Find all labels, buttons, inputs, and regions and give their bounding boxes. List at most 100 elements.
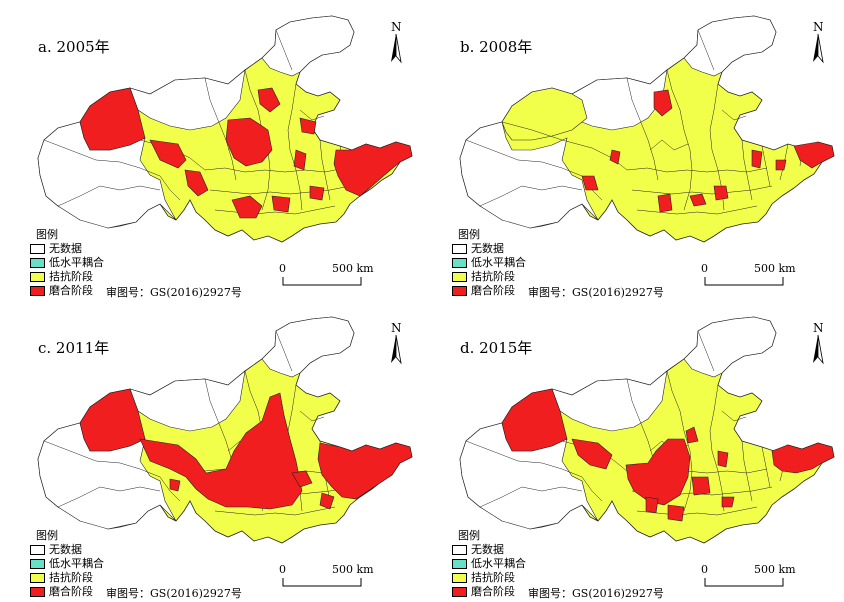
county-boundary: [626, 167, 768, 173]
legend-item: 低水平耦合: [30, 557, 104, 571]
region-map: [459, 316, 835, 544]
running-in-region: [293, 149, 307, 171]
county-boundary: [697, 330, 715, 372]
running-in-region: [609, 149, 621, 165]
county-boundary: [636, 506, 758, 516]
region-map: [37, 15, 413, 243]
running-in-region: [225, 117, 273, 167]
legend-item: 拮抗阶段: [452, 270, 526, 284]
legend-title: 图例: [36, 228, 58, 241]
running-in-region: [657, 193, 673, 213]
county-boundary: [43, 440, 161, 478]
county-boundary: [465, 440, 583, 478]
legend-label: 低水平耦合: [471, 557, 526, 570]
map-panel: c. 2011年 N 图例 无数据 低水平耦合 拮抗阶段 磨合阶段 审图号：GS(2016)2…: [0, 301, 422, 602]
legend-item: 磨合阶段: [30, 284, 104, 298]
county-boundary: [626, 77, 659, 181]
legend-item: 拮抗阶段: [30, 270, 104, 284]
county-boundary: [721, 410, 747, 422]
no-data-region: [459, 121, 599, 229]
county-boundary: [697, 29, 715, 71]
legend: 图例 无数据 低水平耦合 拮抗阶段 磨合阶段: [30, 529, 104, 599]
map-panel: a. 2005年 N 图例 无数据 低水平耦合 拮抗阶段 磨合阶段 审图号：GS(2016)2…: [0, 0, 422, 301]
map-panel: b. 2008年 N 图例 无数据 低水平耦合 拮抗阶段 磨合阶段 审图号：GS(2016)2…: [422, 0, 844, 301]
legend-label: 低水平耦合: [49, 256, 104, 269]
no-data-region: [261, 15, 355, 77]
running-in-region: [667, 504, 685, 522]
county-boundary: [741, 440, 753, 502]
county-boundary: [43, 139, 161, 177]
scale-distance-label: 500 km: [754, 262, 796, 275]
county-boundary: [649, 139, 689, 151]
scale-zero-label: 0: [701, 262, 708, 275]
legend-item: 低水平耦合: [452, 256, 526, 270]
legend-item: 拮抗阶段: [30, 571, 104, 585]
running-in-region: [625, 438, 691, 506]
county-boundary: [204, 167, 346, 173]
county-boundary: [159, 175, 181, 201]
scale-bar: 0 500 km: [701, 563, 834, 593]
panel-title: d. 2015年: [460, 339, 533, 357]
antagonism-region: [501, 87, 588, 141]
legend-swatch: [452, 286, 467, 296]
legend-label: 低水平耦合: [471, 256, 526, 269]
county-boundary: [761, 145, 771, 187]
county-boundary: [287, 83, 303, 211]
north-arrow-icon: N: [385, 321, 409, 367]
scale-distance-label: 500 km: [332, 563, 374, 576]
running-in-region: [319, 492, 335, 510]
county-boundary: [214, 205, 336, 215]
county-boundary: [275, 330, 293, 372]
map-approval-number: 审图号：GS(2016)2927号: [106, 286, 242, 299]
legend-item: 磨合阶段: [30, 585, 104, 599]
county-boundary: [214, 506, 336, 516]
north-arrow-icon: N: [807, 20, 831, 66]
north-arrow-icon: N: [807, 321, 831, 367]
running-in-region: [309, 185, 325, 201]
legend-label: 拮抗阶段: [471, 270, 515, 283]
running-in-region: [775, 159, 787, 171]
legend-swatch: [452, 587, 467, 597]
legend-swatch: [452, 573, 467, 583]
map-approval-number: 审图号：GS(2016)2927号: [106, 587, 242, 600]
legend-swatch: [30, 559, 45, 569]
running-in-region: [581, 175, 599, 191]
legend-item: 无数据: [452, 242, 526, 256]
legend-label: 无数据: [471, 242, 504, 255]
legend-swatch: [452, 272, 467, 282]
legend-swatch: [30, 244, 45, 254]
panel-title: b. 2008年: [460, 38, 533, 56]
legend-swatch: [30, 258, 45, 268]
running-in-region: [169, 478, 181, 492]
scale-bar: 0 500 km: [701, 262, 834, 292]
running-in-region: [231, 195, 263, 219]
running-in-region: [333, 141, 413, 197]
scale-zero-label: 0: [279, 563, 286, 576]
legend-label: 拮抗阶段: [471, 571, 515, 584]
county-boundary: [666, 69, 693, 211]
running-in-region: [291, 470, 313, 488]
county-boundary: [636, 205, 758, 215]
legend-swatch: [452, 545, 467, 555]
legend: 图例 无数据 低水平耦合 拮抗阶段 磨合阶段: [30, 228, 104, 298]
legend-swatch: [30, 573, 45, 583]
county-boundary: [209, 185, 351, 195]
legend-label: 低水平耦合: [49, 557, 104, 570]
north-label: N: [391, 20, 402, 34]
legend-item: 低水平耦合: [452, 557, 526, 571]
county-boundary: [631, 185, 773, 195]
panel-title: a. 2005年: [38, 38, 110, 56]
running-in-region: [571, 438, 613, 470]
legend-swatch: [30, 545, 45, 555]
scale-bar: 0 500 km: [279, 563, 412, 593]
no-data-region: [683, 316, 777, 378]
legend: 图例 无数据 低水平耦合 拮抗阶段 磨合阶段: [452, 529, 526, 599]
legend-label: 磨合阶段: [471, 585, 515, 598]
running-in-region: [299, 117, 317, 135]
running-in-region: [317, 442, 413, 500]
county-boundary: [299, 109, 325, 121]
legend-title: 图例: [458, 529, 480, 542]
legend-swatch: [452, 244, 467, 254]
north-arrow-icon: N: [385, 20, 409, 66]
running-in-region: [689, 193, 707, 207]
